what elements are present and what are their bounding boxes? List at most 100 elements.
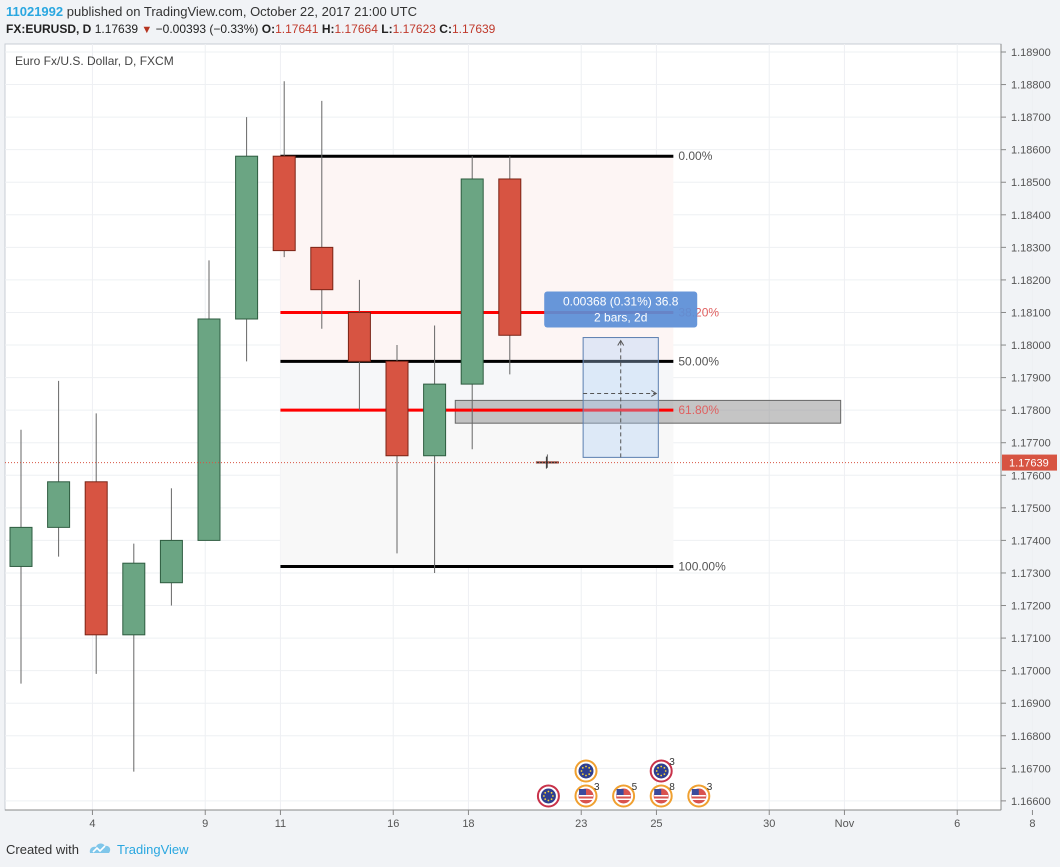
chart-header: 11021992 published on TradingView.com, O… bbox=[0, 0, 1060, 42]
y-tick-label: 1.16900 bbox=[1011, 698, 1051, 710]
us-flag-event-icon[interactable]: 3 bbox=[574, 782, 601, 808]
us-canton bbox=[691, 789, 699, 795]
x-tick-label: 4 bbox=[89, 818, 95, 830]
user-id-link[interactable]: 11021992 bbox=[6, 4, 64, 19]
us-stripe bbox=[654, 795, 669, 797]
measure-label-line2: 2 bars, 2d bbox=[594, 311, 647, 325]
us-flag-event-icon[interactable]: 3 bbox=[687, 782, 713, 808]
us-stripe bbox=[691, 798, 706, 800]
tradingview-logo-icon[interactable] bbox=[88, 840, 112, 856]
y-tick-label: 1.18100 bbox=[1011, 307, 1051, 319]
price-chart[interactable]: 0.00%38.20%50.00%61.80%100.00% 0.00368 (… bbox=[0, 42, 1060, 830]
us-canton bbox=[616, 789, 624, 795]
y-tick-label: 1.17200 bbox=[1011, 601, 1051, 613]
eu-flag-event-icon[interactable] bbox=[536, 784, 560, 808]
tradingview-link[interactable]: TradingView bbox=[117, 842, 189, 857]
eu-star bbox=[585, 765, 587, 768]
measure-label-line1: 0.00368 (0.31%) 36.8 bbox=[563, 295, 679, 309]
eu-star bbox=[547, 799, 550, 802]
us-canton bbox=[654, 789, 662, 795]
eu-star bbox=[660, 774, 663, 777]
us-flag-event-icon[interactable]: 8 bbox=[649, 782, 676, 808]
down-arrow-icon: ▼ bbox=[141, 24, 153, 36]
y-tick-label: 1.17700 bbox=[1011, 438, 1051, 450]
eu-star bbox=[588, 766, 591, 769]
last-price-tag bbox=[1002, 454, 1057, 471]
open-label: O: bbox=[261, 22, 276, 36]
fib-level-label: 61.80% bbox=[678, 403, 719, 417]
low-value: 1.17623 bbox=[392, 22, 436, 36]
measure-label-box bbox=[544, 291, 698, 328]
eu-star bbox=[544, 798, 547, 801]
candle-up bbox=[9, 526, 33, 567]
footer: Created with TradingView bbox=[0, 830, 1060, 867]
y-tick-label: 1.16600 bbox=[1011, 796, 1051, 808]
close-label: C: bbox=[439, 22, 452, 36]
x-tick-label: 30 bbox=[763, 818, 775, 830]
candle-up bbox=[47, 481, 71, 528]
us-canton bbox=[579, 789, 586, 795]
eu-star bbox=[547, 790, 550, 793]
us-stripe bbox=[579, 798, 593, 800]
x-tick-label: 16 bbox=[387, 818, 399, 830]
y-tick-label: 1.17000 bbox=[1011, 666, 1051, 678]
y-tick-label: 1.18300 bbox=[1011, 242, 1051, 254]
us-flag-event-icon[interactable]: 5 bbox=[612, 782, 638, 808]
fib-level-label: 50.00% bbox=[678, 354, 719, 368]
event-count: 3 bbox=[707, 782, 713, 793]
fib-zone-fill bbox=[280, 410, 674, 567]
candle-down bbox=[498, 178, 522, 336]
eu-star bbox=[664, 770, 667, 772]
eu-star bbox=[550, 798, 553, 801]
y-tick-label: 1.17100 bbox=[1011, 633, 1051, 645]
y-tick-label: 1.18400 bbox=[1011, 210, 1051, 222]
change-text: −0.00393 (−0.33%) bbox=[155, 22, 259, 36]
x-tick-label: 23 bbox=[575, 818, 587, 830]
low-label: L: bbox=[381, 22, 393, 36]
y-tick-label: 1.17400 bbox=[1011, 535, 1051, 547]
y-tick-label: 1.18700 bbox=[1011, 112, 1051, 124]
eu-star bbox=[588, 773, 591, 776]
candle-up bbox=[235, 155, 259, 320]
eu-star bbox=[543, 795, 545, 797]
open-value: 1.17641 bbox=[275, 22, 319, 36]
eu-star bbox=[581, 773, 584, 776]
y-tick-label: 1.18500 bbox=[1011, 177, 1051, 189]
us-stripe bbox=[616, 798, 631, 800]
us-stripe bbox=[616, 795, 631, 797]
eu-star bbox=[663, 766, 666, 769]
candle-down bbox=[385, 360, 409, 457]
candle-down bbox=[84, 481, 108, 636]
y-tick-label: 1.18200 bbox=[1011, 275, 1051, 287]
eu-flag-event-icon[interactable]: 3 bbox=[649, 757, 676, 783]
candle-up bbox=[122, 562, 146, 636]
eu-star bbox=[655, 770, 658, 772]
y-tick-label: 1.18800 bbox=[1011, 80, 1051, 92]
high-value: 1.17664 bbox=[334, 22, 378, 36]
close-value: 1.17639 bbox=[451, 22, 496, 36]
y-tick-label: 1.16800 bbox=[1011, 731, 1051, 743]
us-stripe bbox=[654, 798, 669, 800]
eu-flag-event-icon[interactable] bbox=[574, 759, 598, 783]
candle-down bbox=[347, 311, 371, 362]
x-tick-label: 8 bbox=[1029, 818, 1035, 830]
us-stripe bbox=[579, 795, 593, 797]
eu-star bbox=[657, 766, 659, 769]
x-tick-label: 25 bbox=[650, 818, 662, 830]
chart-area[interactable]: 0.00% 38.20% 50.00% 61.80% 100.00% 0.00368 (… bbox=[0, 42, 1060, 835]
created-with-text: Created with bbox=[6, 842, 79, 857]
x-tick-label: 18 bbox=[462, 818, 474, 830]
event-count: 3 bbox=[669, 757, 675, 768]
y-tick-label: 1.17900 bbox=[1011, 373, 1051, 385]
y-tick-label: 1.17500 bbox=[1011, 503, 1051, 515]
candle-up bbox=[197, 318, 221, 541]
x-tick-label: 6 bbox=[954, 818, 960, 830]
eu-star bbox=[550, 791, 553, 794]
y-tick-label: 1.16700 bbox=[1011, 763, 1051, 775]
eu-star bbox=[589, 770, 592, 772]
y-tick-label: 1.17300 bbox=[1011, 568, 1051, 580]
fib-level-label: 0.00% bbox=[678, 149, 712, 163]
candle-down bbox=[310, 246, 334, 291]
fib-level-label: 100.00% bbox=[678, 559, 726, 573]
candle-up bbox=[460, 178, 484, 385]
